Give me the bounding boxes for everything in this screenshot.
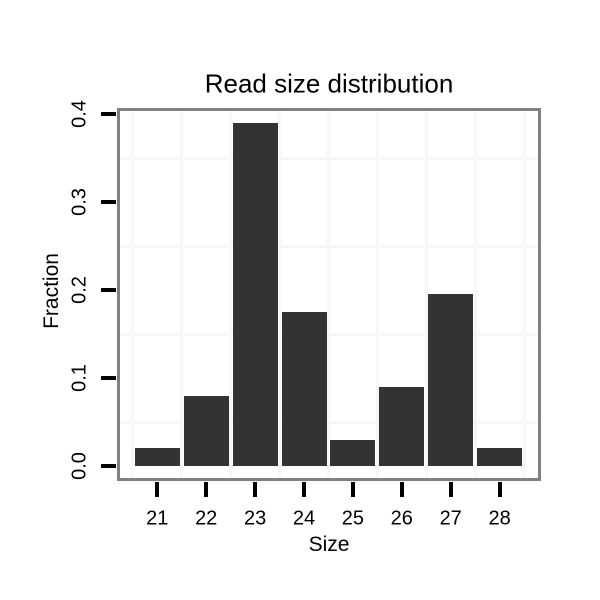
y-tick-label: 0.4 (68, 100, 91, 128)
bar-28 (477, 448, 523, 466)
x-tick-label: 21 (146, 507, 169, 530)
y-tick (101, 376, 116, 380)
bar-24 (281, 312, 327, 466)
x-tick (204, 482, 209, 497)
gridline-vertical (326, 111, 330, 478)
chart-title: Read size distribution (204, 68, 454, 99)
gridline-vertical (473, 111, 477, 478)
x-tick-label: 24 (292, 507, 316, 530)
bar-26 (379, 386, 425, 466)
x-tick-label: 26 (390, 507, 413, 530)
y-tick-label: 0.3 (68, 188, 91, 216)
x-tick-label: 23 (243, 507, 267, 530)
x-tick (497, 482, 502, 497)
y-tick (101, 288, 116, 292)
y-tick-label: 0.0 (68, 452, 91, 480)
y-tick (101, 464, 116, 468)
bar-25 (330, 439, 376, 466)
y-tick-label: 0.1 (68, 364, 91, 392)
y-tick-label: 0.2 (68, 276, 91, 304)
y-axis-title: Fraction (40, 253, 63, 329)
x-tick (155, 482, 160, 497)
x-tick (399, 482, 404, 497)
x-tick (448, 482, 453, 497)
x-tick (302, 482, 306, 497)
x-tick-label: 27 (439, 507, 462, 530)
gridline-vertical (131, 111, 135, 478)
gridline-vertical (424, 111, 428, 478)
bar-27 (428, 294, 474, 466)
gridline-vertical (180, 111, 184, 478)
x-tick-label: 28 (488, 507, 511, 530)
gridline-vertical (522, 111, 526, 478)
gridline-vertical (375, 111, 379, 478)
y-tick (101, 200, 116, 204)
bar-23 (232, 122, 278, 466)
x-tick-label: 25 (341, 507, 365, 530)
x-tick-label: 22 (195, 507, 218, 530)
x-tick (253, 482, 258, 497)
gridline-vertical (229, 111, 233, 478)
y-tick (101, 112, 116, 116)
gridline-vertical (278, 111, 282, 478)
x-tick (350, 482, 355, 497)
x-axis-title: Size (308, 533, 350, 556)
bar-21 (134, 448, 180, 466)
bar-22 (183, 395, 229, 466)
plot-panel (117, 108, 541, 481)
